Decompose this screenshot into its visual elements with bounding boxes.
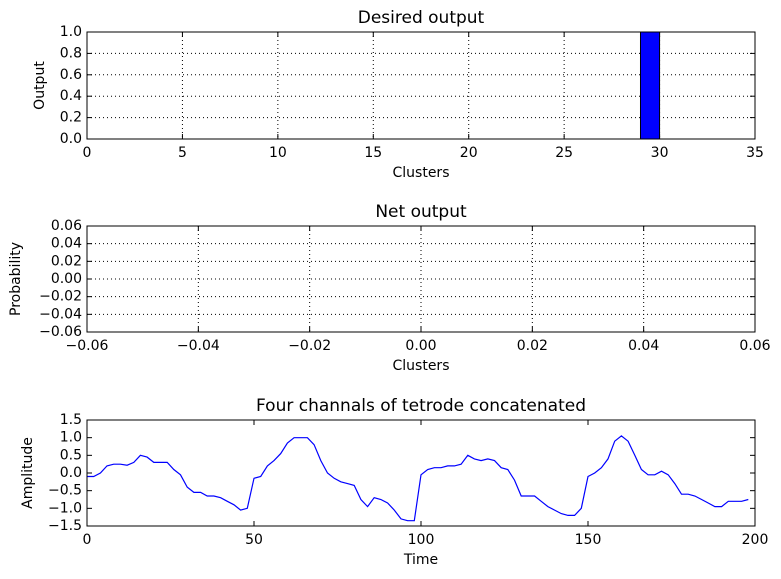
x-tick-label: −0.04 <box>177 338 220 354</box>
y-axis-label: Output <box>32 61 48 110</box>
bar <box>639 31 661 140</box>
y-axis-label: Probability <box>8 242 24 316</box>
x-tick-label: 0.02 <box>517 338 548 354</box>
y-tick-label: 0.06 <box>51 218 82 234</box>
y-tick-label: 1.5 <box>60 412 82 428</box>
y-tick-label: −0.02 <box>39 289 82 305</box>
y-tick-label: 0.00 <box>51 271 82 287</box>
x-tick-label: 200 <box>742 532 769 548</box>
line-series <box>87 435 749 522</box>
x-tick-label: 10 <box>269 145 287 161</box>
x-tick-label: 15 <box>364 145 382 161</box>
x-axis-label: Time <box>403 552 438 568</box>
axes-frame <box>86 225 756 333</box>
x-tick-label: −0.06 <box>66 338 109 354</box>
x-tick-label: 25 <box>555 145 573 161</box>
chart-title: Net output <box>375 202 467 222</box>
x-tick-label: 0.06 <box>739 338 770 354</box>
chart-title: Four channals of tetrode concatenated <box>256 396 586 416</box>
axes-frame <box>86 419 756 527</box>
y-tick-label: 0.0 <box>60 465 82 481</box>
x-axis-label: Clusters <box>393 358 450 374</box>
x-tick-label: 0 <box>83 145 92 161</box>
y-tick-label: 0.4 <box>60 88 82 104</box>
y-tick-label: 0.8 <box>60 45 82 61</box>
y-tick-label: −0.04 <box>39 306 82 322</box>
x-axis-label: Clusters <box>393 165 450 181</box>
chart-title: Desired output <box>358 8 485 28</box>
y-tick-label: −1.5 <box>48 518 82 534</box>
y-tick-label: 0.5 <box>60 447 82 463</box>
y-tick-label: 0.2 <box>60 110 82 126</box>
x-tick-label: 50 <box>245 532 263 548</box>
x-tick-label: 100 <box>408 532 435 548</box>
x-tick-label: 0.00 <box>405 338 436 354</box>
x-tick-label: 35 <box>746 145 764 161</box>
y-tick-label: 1.0 <box>60 430 82 446</box>
x-tick-label: 0 <box>83 532 92 548</box>
y-tick-label: 0.04 <box>51 236 82 252</box>
y-tick-label: −0.5 <box>48 483 82 499</box>
x-tick-label: 0.04 <box>628 338 659 354</box>
y-tick-label: 1.0 <box>60 24 82 40</box>
y-tick-label: 0.02 <box>51 253 82 269</box>
axes-frame <box>86 31 756 140</box>
x-tick-label: 5 <box>178 145 187 161</box>
x-tick-label: −0.02 <box>288 338 331 354</box>
y-axis-label: Amplitude <box>20 437 36 509</box>
y-tick-label: −1.0 <box>48 500 82 516</box>
y-tick-label: 0.6 <box>60 67 82 83</box>
y-tick-label: −0.06 <box>39 324 82 340</box>
y-tick-label: 0.0 <box>60 131 82 147</box>
x-tick-label: 20 <box>460 145 478 161</box>
x-tick-label: 150 <box>575 532 602 548</box>
x-tick-label: 30 <box>651 145 669 161</box>
